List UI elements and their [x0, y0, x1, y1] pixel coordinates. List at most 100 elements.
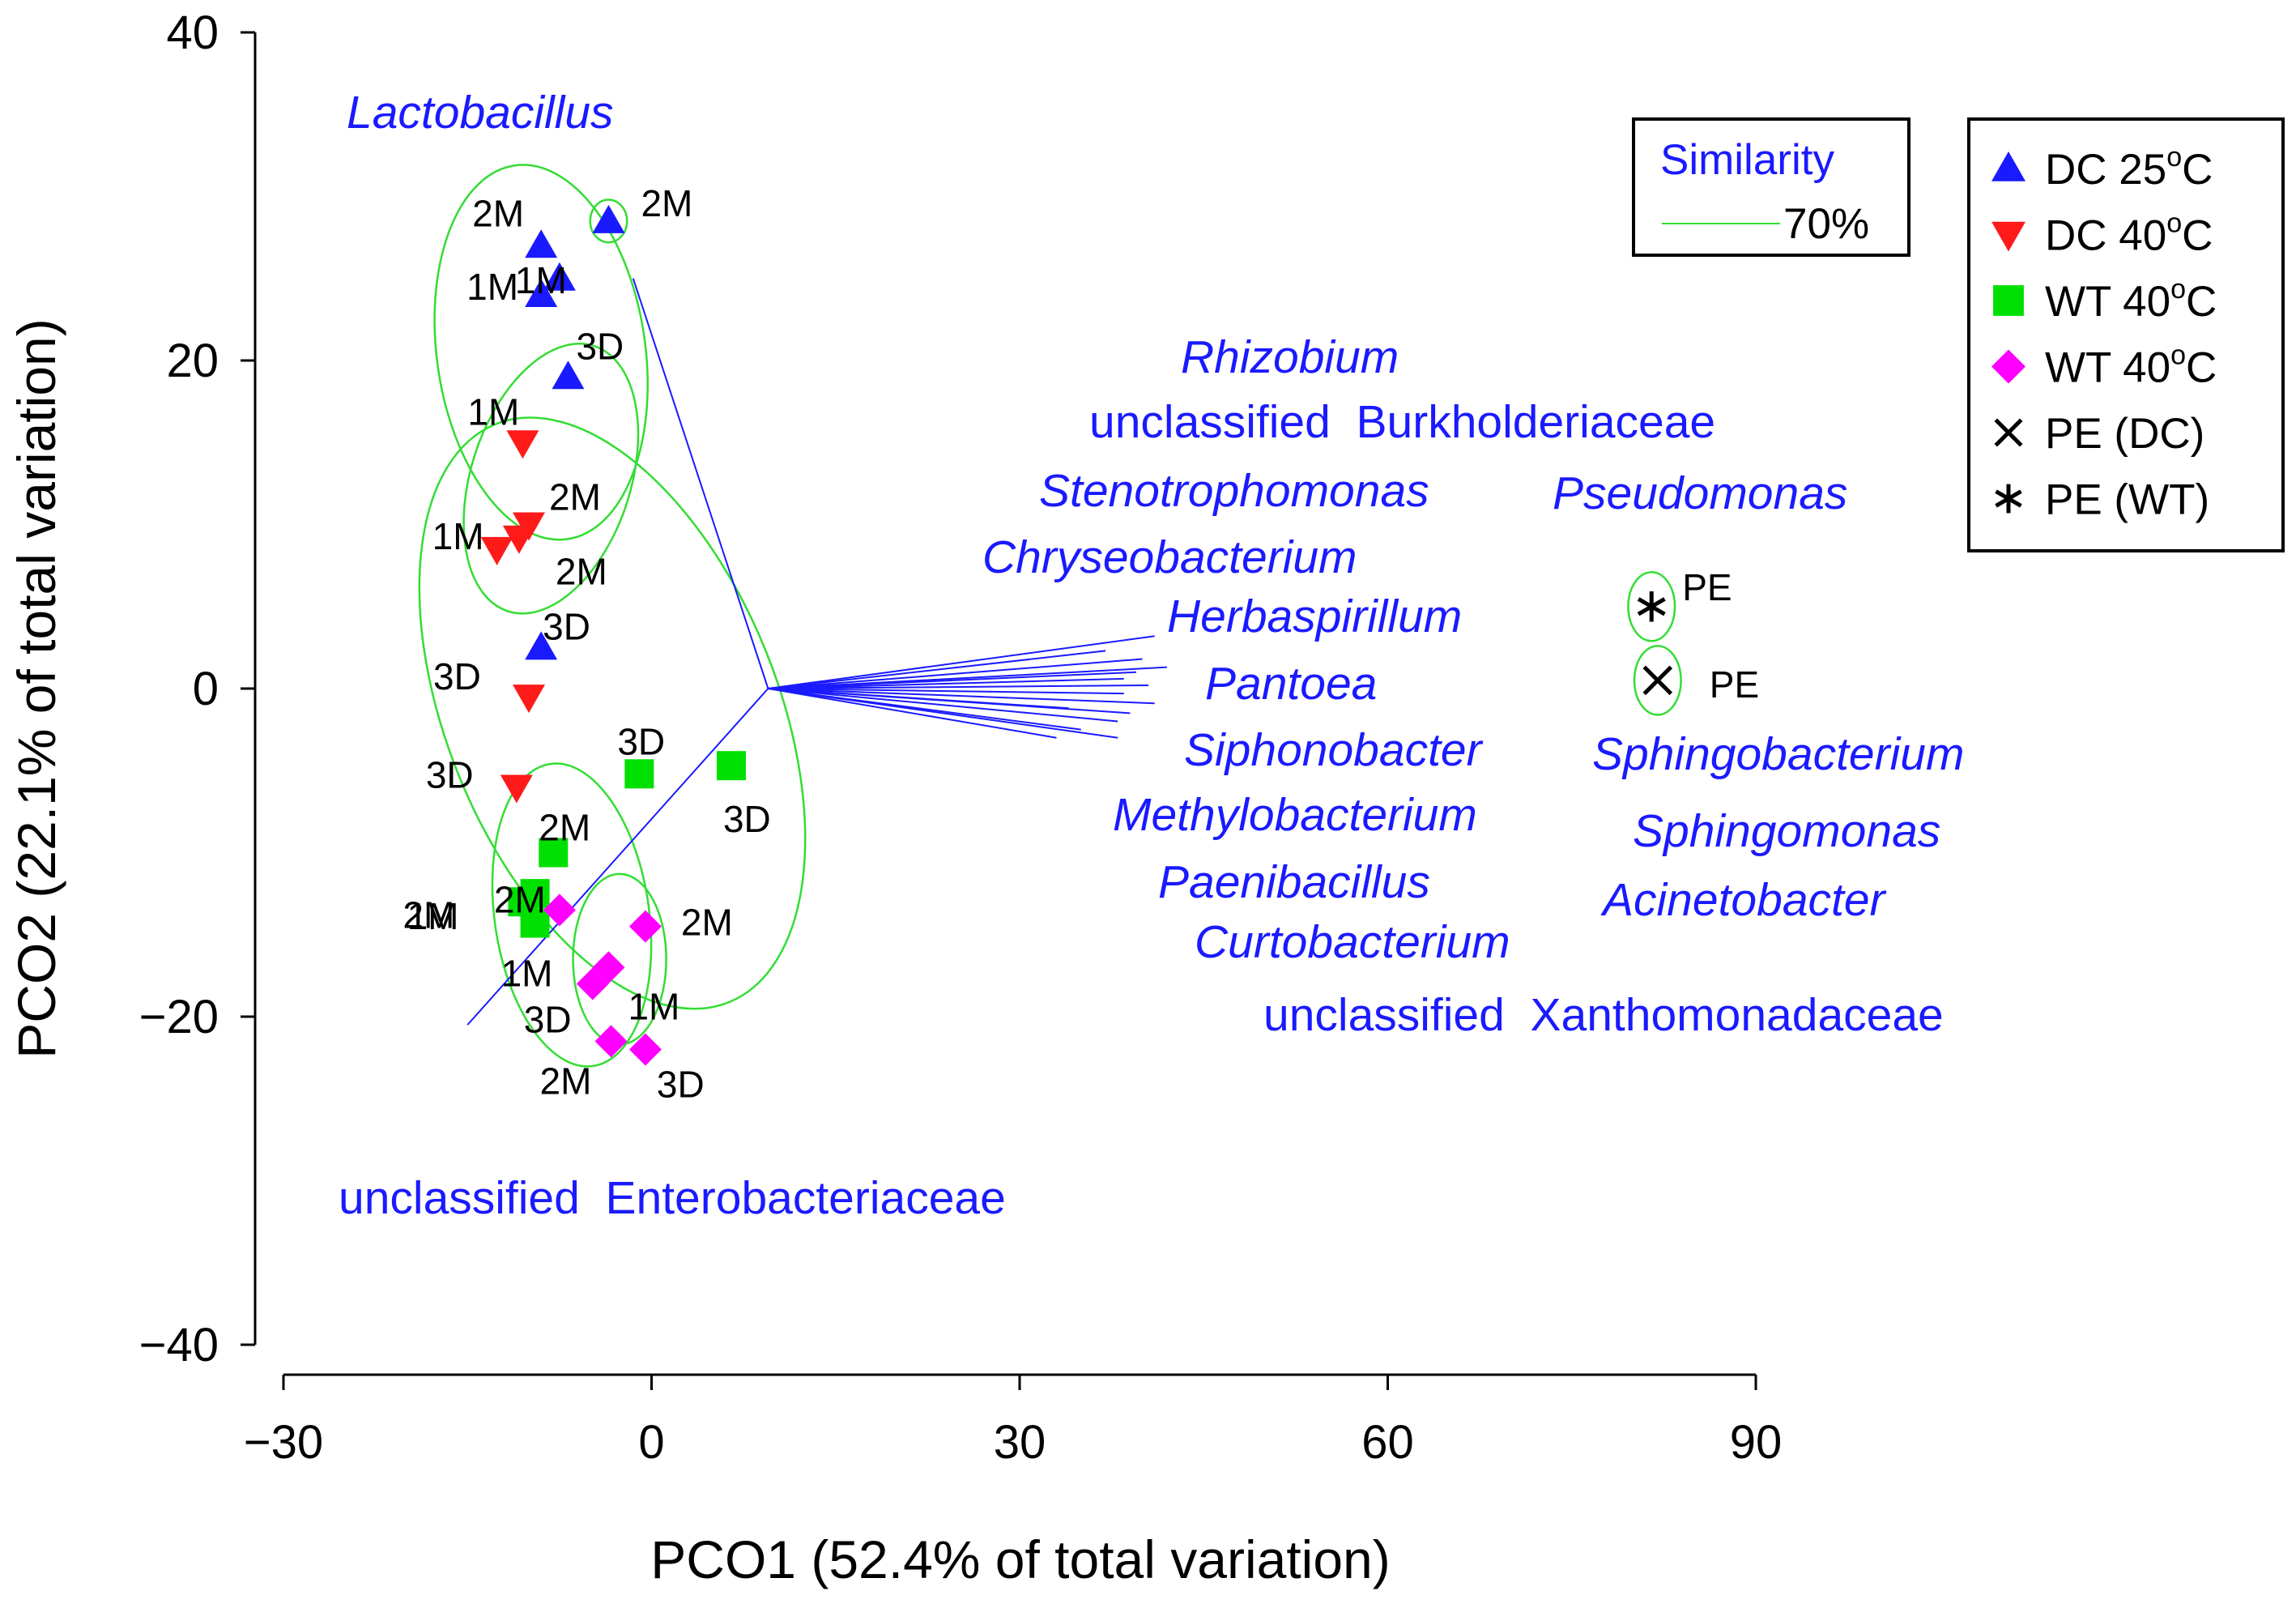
genus-label: Herbaspirillum	[1167, 591, 1462, 642]
genus-label: Stenotrophomonas	[1039, 465, 1429, 517]
triangle-up-marker	[552, 360, 585, 390]
sample-label: PE	[1682, 566, 1732, 608]
x-tick-label: −30	[244, 1416, 323, 1469]
axes: −40 −20 0 20 40 −30 0 30 60 90 PCO1 (52.4% of to…	[6, 6, 1782, 1589]
taxon-vectors	[466, 278, 1167, 1026]
series-legend-frame	[1967, 117, 2285, 552]
square-marker	[1993, 285, 2024, 316]
triangle-down-marker	[1991, 221, 2026, 252]
triangle-up-marker	[543, 262, 576, 291]
diamond-marker	[543, 894, 576, 927]
sample-label: 1M	[466, 266, 518, 308]
taxon-vector	[768, 650, 1106, 689]
legend-label: WT 40oC	[2045, 340, 2217, 392]
taxon-vector	[768, 677, 1124, 689]
sample-label: 2M	[540, 1060, 592, 1102]
square-marker	[539, 838, 569, 868]
triangle-down-marker	[502, 525, 535, 554]
asterisk-marker	[1637, 591, 1666, 622]
genus-label: Chryseobacterium	[982, 531, 1357, 583]
sample-label: 3D	[524, 999, 572, 1041]
taxon-vector	[466, 688, 769, 1026]
diamond-marker	[594, 1025, 628, 1058]
triangle-up-marker	[525, 631, 558, 660]
sample-label: 3D	[723, 798, 771, 840]
similarity-ellipse	[1627, 570, 1676, 642]
x-tick-label: 30	[994, 1416, 1046, 1469]
taxon-vector	[768, 688, 1069, 710]
taxon-vector	[768, 658, 1143, 689]
similarity-ellipse	[418, 416, 807, 1010]
similarity-ellipse	[491, 762, 653, 1068]
genus-label: Curtobacterium	[1195, 916, 1510, 968]
series-legend: DC 25oC DC 40oC WT 40oC WT 40oC PE (DC) PE (W…	[1967, 117, 2285, 552]
sample-label: 1M	[515, 259, 567, 301]
taxon-vector	[632, 278, 769, 689]
genus-label: Pantoea	[1205, 658, 1377, 710]
taxon-vector	[768, 688, 1057, 739]
legend-label: WT 40oC	[2045, 274, 2217, 326]
sample-label: 3D	[426, 754, 474, 796]
genus-labels: Lactobacillus Rhizobium unclassified Bur…	[339, 87, 1964, 1224]
sample-label: 2M	[549, 476, 601, 518]
genus-label: Paenibacillus	[1158, 856, 1430, 908]
sample-label: 3D	[657, 1064, 705, 1106]
taxon-vector	[768, 684, 1149, 689]
sample-label: 1M	[501, 953, 553, 995]
taxon-vector	[768, 688, 1155, 705]
y-tick-label: 0	[193, 663, 219, 715]
x-axis-title: PCO1 (52.4% of total variation)	[650, 1529, 1390, 1589]
sample-label: 1M	[432, 515, 484, 557]
sample-label: 3D	[617, 720, 665, 762]
sample-label: 2M	[494, 878, 546, 920]
sample-label: 2M	[472, 192, 524, 234]
genus-label: unclassified Enterobacteriaceae	[339, 1172, 1006, 1224]
triangle-up-marker	[1991, 151, 2026, 181]
square-marker	[716, 751, 746, 781]
x-marker	[1642, 665, 1673, 696]
similarity-ellipse	[1633, 645, 1682, 716]
square-marker	[624, 759, 654, 789]
y-tick-label: 20	[166, 335, 219, 387]
triangle-up-marker	[592, 204, 625, 233]
genus-label: Acinetobacter	[1600, 874, 1887, 926]
sample-label: 1M	[628, 985, 679, 1027]
similarity-ellipses	[418, 164, 1682, 1068]
taxon-vector	[768, 635, 1155, 689]
triangle-down-marker	[513, 685, 545, 714]
taxon-vector	[768, 688, 1118, 723]
similarity-legend-frame	[1632, 117, 1910, 257]
similarity-ellipse	[589, 198, 628, 244]
diamond-marker	[576, 967, 609, 1000]
similarity-legend-value: 70%	[1783, 200, 1869, 248]
genus-label: Rhizobium	[1181, 331, 1399, 383]
sample-label: 1M	[467, 390, 519, 433]
y-tick-label: 40	[166, 6, 219, 59]
square-marker	[520, 908, 550, 938]
similarity-ellipse	[433, 164, 649, 541]
y-tick-label: −20	[139, 991, 219, 1043]
legend-label: PE (WT)	[2045, 476, 2209, 524]
taxon-vector	[768, 671, 1136, 689]
legend-label: DC 40oC	[2045, 208, 2213, 260]
x-ticks: −30 0 30 60 90	[244, 1375, 1782, 1469]
similarity-legend-title: Similarity	[1660, 136, 1834, 184]
sample-labels: 2M2M1M1M3D3D1M2M2M1M3D3D3D3D2M1M2M1M2M2M…	[403, 182, 1759, 1106]
sample-label: 3D	[576, 325, 624, 367]
x-tick-label: 0	[638, 1416, 664, 1469]
sample-label: 2M	[403, 894, 454, 936]
genus-label: unclassified Xanthomonadaceae	[1263, 989, 1944, 1041]
sample-label: 2M	[539, 807, 590, 849]
sample-points	[480, 204, 1673, 1066]
genus-label: Sphingomonas	[1633, 805, 1940, 857]
taxon-vector	[768, 688, 1081, 731]
genus-label: Lactobacillus	[347, 87, 614, 139]
asterisk-marker	[1995, 484, 2022, 514]
diamond-marker	[628, 1033, 662, 1066]
triangle-up-marker	[525, 279, 558, 307]
triangle-up-marker	[525, 229, 558, 258]
sample-label: PE	[1710, 663, 1759, 706]
y-ticks: −40 −20 0 20 40	[139, 6, 255, 1371]
legend-label: DC 25oC	[2045, 142, 2213, 194]
